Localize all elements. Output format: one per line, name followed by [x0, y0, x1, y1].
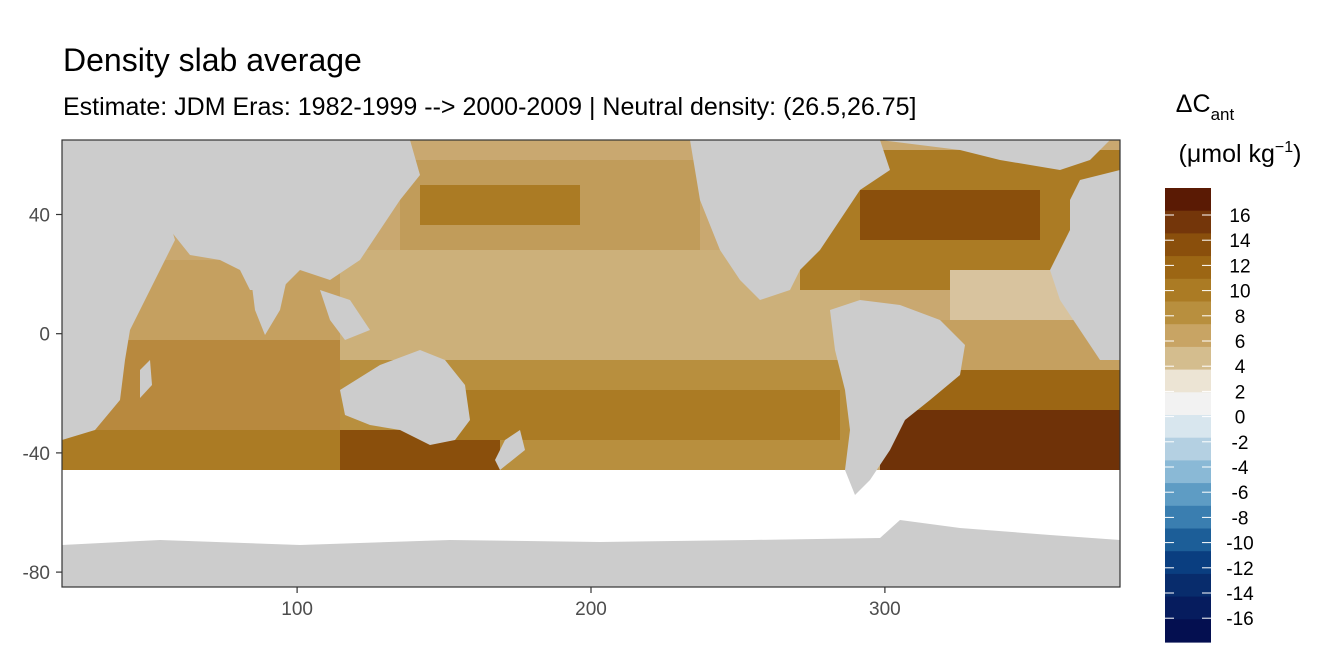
- x-axis: 100 200 300: [281, 587, 901, 620]
- legend-swatch: [1165, 346, 1211, 371]
- legend-label: 8: [1235, 307, 1246, 328]
- legend-swatch: [1165, 460, 1211, 484]
- legend-swatch: [1165, 210, 1211, 234]
- greenland: [880, 140, 1110, 170]
- legend-label: 14: [1229, 231, 1251, 252]
- legend-label: -8: [1232, 508, 1249, 529]
- chart-title: Density slab average: [63, 42, 362, 78]
- legend-label: -14: [1226, 584, 1254, 605]
- y-tick-label: -40: [23, 444, 50, 465]
- europe-africa-west: [1050, 170, 1120, 360]
- legend-swatch: [1165, 505, 1211, 530]
- legend-swatch: [1165, 551, 1211, 575]
- legend-label: 10: [1229, 282, 1250, 303]
- legend-title: ΔCant: [1176, 90, 1235, 124]
- legend-label: -12: [1226, 559, 1253, 580]
- legend-swatch: [1165, 278, 1211, 303]
- legend-swatch: [1165, 415, 1211, 439]
- y-axis: 40 0 -40 -80: [23, 206, 62, 584]
- legend-swatch: [1165, 392, 1211, 416]
- legend-label: -16: [1226, 609, 1253, 630]
- chart-subtitle: Estimate: JDM Eras: 1982-1999 --> 2000-2…: [63, 93, 917, 121]
- y-tick-label: -80: [23, 563, 50, 584]
- x-tick-label: 100: [281, 599, 313, 620]
- legend-label: -6: [1232, 483, 1249, 504]
- legend-unit: (μmol kg−1): [1179, 139, 1302, 168]
- x-tick-label: 300: [869, 599, 901, 620]
- legend-swatch: [1165, 256, 1211, 280]
- legend-colorbar: [1165, 188, 1211, 643]
- africa: [62, 140, 175, 440]
- legend-label: -4: [1232, 458, 1249, 479]
- legend-swatch: [1165, 301, 1211, 325]
- land: [62, 140, 1120, 587]
- south-pacific-band: [440, 390, 840, 440]
- legend-swatch: [1165, 369, 1211, 393]
- legend-swatch: [1165, 596, 1211, 620]
- legend-swatch: [1165, 483, 1211, 507]
- legend-swatch: [1165, 188, 1211, 212]
- antarctica: [62, 520, 1120, 587]
- south-atlantic-south: [880, 410, 1120, 470]
- legend-label: 16: [1229, 206, 1250, 227]
- x-tick-label: 200: [575, 599, 607, 620]
- eurasia: [140, 140, 420, 290]
- legend-swatch: [1165, 619, 1211, 643]
- nw-pacific: [420, 185, 580, 225]
- plot-panel: [61, 139, 1121, 588]
- australia: [340, 350, 470, 445]
- legend-swatch: [1165, 437, 1211, 461]
- indian-ocean-southern-edge: [62, 430, 362, 470]
- legend-swatch: [1165, 233, 1211, 257]
- legend-label: 0: [1235, 408, 1246, 429]
- new-zealand: [495, 430, 525, 470]
- india: [250, 265, 290, 335]
- legend-swatch: [1165, 528, 1211, 552]
- north-america: [690, 140, 890, 300]
- north-atlantic-core: [860, 190, 1040, 240]
- legend-swatch: [1165, 324, 1211, 348]
- legend-label: 12: [1229, 256, 1250, 277]
- legend-label: 4: [1235, 357, 1246, 378]
- legend-label: 6: [1235, 332, 1246, 353]
- legend-swatch: [1165, 573, 1211, 598]
- legend-label: -10: [1226, 534, 1253, 555]
- legend-labels: 16 14 12 10 8 6 4 2 0 -2 -4 -6 -8 -10 -12 -14 -16: [1165, 206, 1254, 630]
- y-tick-label: 40: [29, 206, 50, 227]
- y-tick-label: 0: [39, 325, 50, 346]
- maritime-continent: [320, 290, 370, 340]
- legend: ΔCant (μmol kg−1) 16 14 12 10 8 6 4 2 0 -2 -4 -6 -8 -…: [1165, 90, 1301, 643]
- legend-label: -2: [1232, 433, 1249, 454]
- madagascar: [140, 360, 152, 398]
- legend-label: 2: [1235, 382, 1246, 403]
- south-america: [830, 300, 965, 495]
